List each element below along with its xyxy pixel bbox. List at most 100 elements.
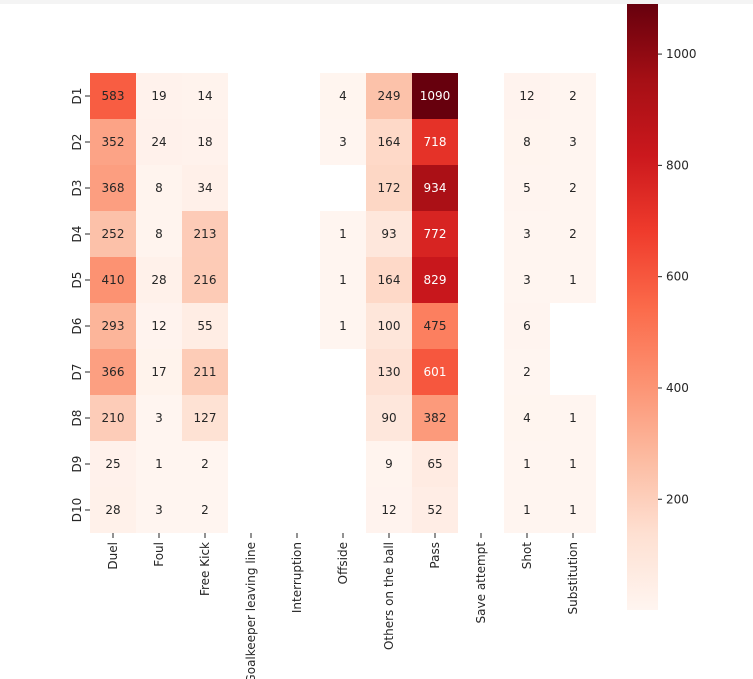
heatmap-cell [366,73,412,119]
x-tick-label: Duel [106,542,120,570]
heatmap-cell [90,73,136,119]
heatmap-cell [504,119,550,165]
heatmap-cell [90,303,136,349]
heatmap-cell-label: 12 [151,319,166,333]
x-tick-label: Goalkeeper leaving line [244,542,258,679]
heatmap-cell-label: 1 [569,411,577,425]
heatmap-cell [136,395,182,441]
heatmap-cell-label: 12 [519,89,534,103]
heatmap-cell-label: 3 [155,503,163,517]
heatmap-cell [182,165,228,211]
heatmap-cell-label: 24 [151,135,166,149]
heatmap-cell-label: 8 [155,227,163,241]
colorbar-tick-label: 1000 [666,47,697,61]
heatmap-cell-label: 934 [424,181,447,195]
colorbar-tick-label: 400 [666,381,689,395]
heatmap-cell-label: 1 [339,319,347,333]
colorbar-gradient [627,4,658,610]
heatmap-cell [366,441,412,487]
heatmap-cell-label: 3 [339,135,347,149]
heatmap-cell-label: 772 [424,227,447,241]
heatmap-cell [136,211,182,257]
heatmap-cell-label: 4 [523,411,531,425]
heatmap-cell-label: 2 [569,227,577,241]
heatmap-cell [366,395,412,441]
heatmap-cell-label: 164 [378,135,401,149]
heatmap-cell-label: 3 [569,135,577,149]
heatmap-cell [90,441,136,487]
heatmap-cells [90,73,596,533]
heatmap-cell [90,119,136,165]
heatmap-cell-label: 2 [201,503,209,517]
heatmap-cell [504,349,550,395]
heatmap-cell-label: 25 [105,457,120,471]
heatmap-cell [90,257,136,303]
heatmap-cell [412,73,458,119]
heatmap-cell-label: 1090 [420,89,451,103]
heatmap-cell [504,441,550,487]
heatmap-cell-label: 1 [569,457,577,471]
heatmap-cell [136,73,182,119]
heatmap-cell-label: 368 [102,181,125,195]
heatmap-cell-label: 8 [155,181,163,195]
heatmap-cell-label: 3 [523,273,531,287]
heatmap-cell-label: 293 [102,319,125,333]
heatmap-cell-label: 18 [197,135,212,149]
colorbar-tick-label: 600 [666,270,689,284]
heatmap-cell-label: 19 [151,89,166,103]
heatmap-cell-label: 172 [378,181,401,195]
y-tick-label: D6 [70,318,84,335]
heatmap-cell [182,119,228,165]
heatmap-cell [412,119,458,165]
heatmap-cell [550,257,596,303]
heatmap-cell [90,487,136,533]
heatmap-cell [550,487,596,533]
heatmap-cell-label: 1 [339,227,347,241]
heatmap-cell [320,73,366,119]
heatmap-cell-label: 4 [339,89,347,103]
heatmap-cell [412,165,458,211]
heatmap-cell-label: 28 [105,503,120,517]
heatmap-cell [366,487,412,533]
heatmap-cell [320,303,366,349]
heatmap-cell [550,211,596,257]
heatmap-cell-label: 1 [569,273,577,287]
x-tick-label: Interruption [290,542,304,613]
heatmap-cell-label: 1 [523,503,531,517]
heatmap-cell-label: 3 [523,227,531,241]
heatmap-cell-label: 252 [102,227,125,241]
heatmap-cell-label: 65 [427,457,442,471]
heatmap-cell [366,257,412,303]
heatmap-cell [320,119,366,165]
heatmap-cell-label: 352 [102,135,125,149]
y-tick-label: D7 [70,364,84,381]
heatmap-cell [136,487,182,533]
x-tick-label: Others on the ball [382,542,396,650]
heatmap-cell-label: 601 [424,365,447,379]
heatmap-cell-label: 583 [102,89,125,103]
heatmap-cell [412,211,458,257]
heatmap-cell [182,487,228,533]
x-tick-label: Substitution [566,542,580,614]
heatmap-cell [550,119,596,165]
heatmap-cell-label: 2 [569,89,577,103]
heatmap-cell [550,165,596,211]
heatmap-cell [136,349,182,395]
heatmap-cell [182,257,228,303]
heatmap-cell [182,211,228,257]
heatmap-cell [366,119,412,165]
heatmap-cell [182,349,228,395]
heatmap-cell [366,349,412,395]
heatmap-cell [136,441,182,487]
heatmap-cell-label: 1 [339,273,347,287]
heatmap-cell-label: 127 [194,411,217,425]
heatmap-cell [504,303,550,349]
heatmap-cell [320,211,366,257]
x-tick-label: Pass [428,542,442,569]
heatmap-cell-label: 211 [194,365,217,379]
heatmap-cell-label: 52 [427,503,442,517]
heatmap-cell-label: 164 [378,273,401,287]
heatmap-cell [366,211,412,257]
heatmap-cell [504,487,550,533]
